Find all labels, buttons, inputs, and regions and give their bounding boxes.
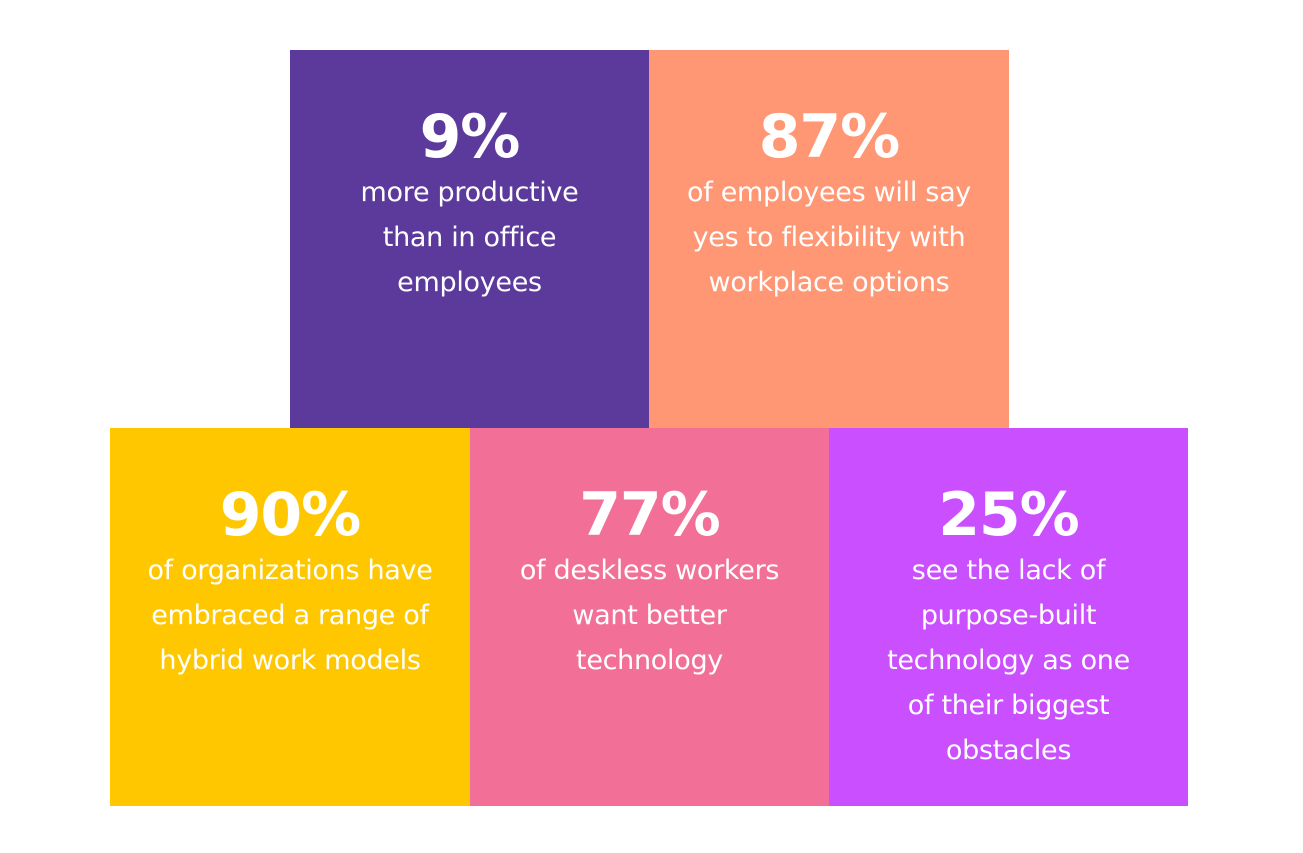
stat-description-line: employees bbox=[397, 267, 542, 298]
stat-description: of deskless workers want better technolo… bbox=[470, 548, 829, 683]
stat-description-line: workplace options bbox=[708, 267, 950, 298]
stat-tile-technology-obstacles: 25% see the lack of purpose-built techno… bbox=[829, 428, 1188, 806]
stat-description-line: obstacles bbox=[945, 735, 1072, 766]
stat-tile-hybrid-work: 90% of organizations have embraced a ran… bbox=[110, 428, 470, 806]
stat-description: of organizations have embraced a range o… bbox=[110, 548, 470, 683]
stat-description: see the lack of purpose-built technology… bbox=[829, 548, 1188, 773]
stat-description-line: than in office bbox=[382, 222, 557, 253]
stat-description-line: hybrid work models bbox=[159, 645, 421, 676]
stat-description-line: more productive bbox=[360, 177, 579, 208]
stat-description-line: yes to flexibility with bbox=[692, 222, 966, 253]
stat-value: 9% bbox=[419, 102, 521, 172]
stat-value: 77% bbox=[579, 480, 721, 550]
stat-description-line: embraced a range of bbox=[151, 600, 429, 631]
stat-description: of employees will say yes to flexibility… bbox=[649, 170, 1009, 305]
stat-description-line: technology bbox=[576, 645, 723, 676]
stat-value: 87% bbox=[758, 102, 901, 172]
stat-description-line: of organizations have bbox=[147, 555, 433, 586]
stat-description-line: of deskless workers bbox=[519, 555, 780, 586]
stat-tile-productivity: 9% more productive than in office employ… bbox=[290, 50, 649, 428]
stat-tile-deskless-workers: 77% of deskless workers want better tech… bbox=[470, 428, 829, 806]
stat-description-line: purpose-built bbox=[920, 600, 1097, 631]
stat-description-line: see the lack of bbox=[911, 555, 1106, 586]
stat-value: 25% bbox=[938, 480, 1080, 550]
stat-value: 90% bbox=[219, 480, 362, 550]
stat-description-line: of employees will say bbox=[687, 177, 971, 208]
stat-tile-flexibility: 87% of employees will say yes to flexibi… bbox=[649, 50, 1009, 428]
stat-description-line: technology as one bbox=[887, 645, 1130, 676]
stat-description-line: want better bbox=[572, 600, 727, 631]
stat-description: more productive than in office employees bbox=[290, 170, 649, 305]
stat-description-line: of their biggest bbox=[907, 690, 1110, 721]
